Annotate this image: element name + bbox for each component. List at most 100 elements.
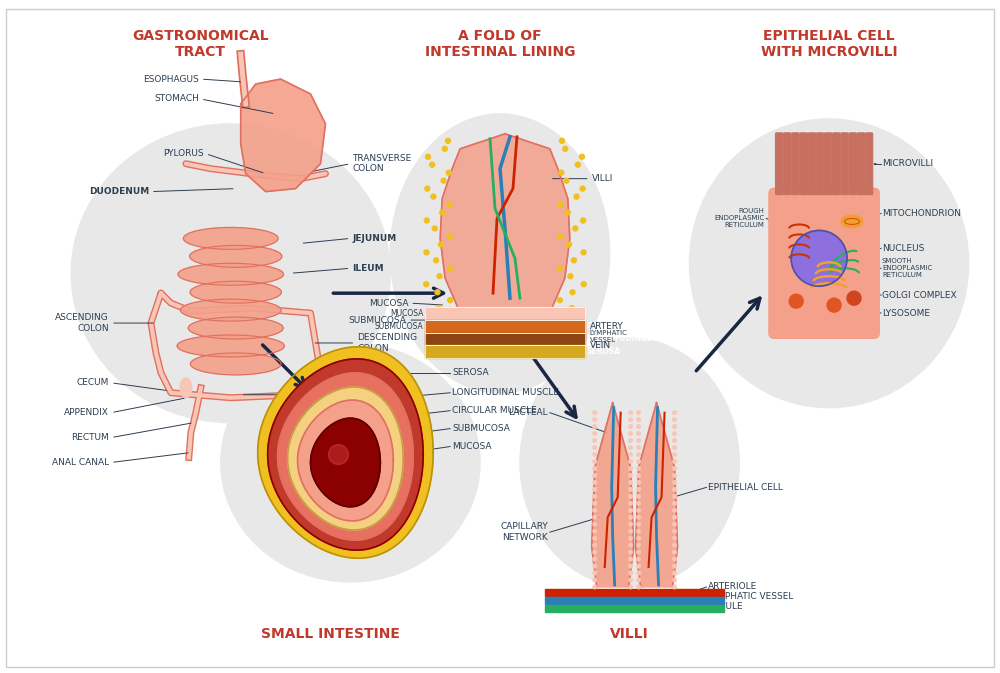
Text: ANAL CANAL: ANAL CANAL	[52, 458, 109, 467]
Ellipse shape	[520, 338, 739, 587]
Circle shape	[567, 242, 572, 247]
Ellipse shape	[328, 445, 348, 464]
Circle shape	[438, 242, 443, 247]
Text: SUBMUCOSA: SUBMUCOSA	[452, 424, 510, 433]
FancyBboxPatch shape	[857, 133, 865, 194]
Circle shape	[593, 425, 597, 429]
Text: ASCENDING
COLON: ASCENDING COLON	[55, 314, 109, 332]
Polygon shape	[241, 79, 325, 192]
Polygon shape	[311, 418, 380, 507]
Circle shape	[636, 494, 641, 499]
FancyBboxPatch shape	[865, 133, 873, 194]
Circle shape	[628, 446, 633, 450]
Circle shape	[593, 494, 597, 499]
Text: PYLORUS: PYLORUS	[163, 149, 204, 158]
Ellipse shape	[186, 353, 285, 375]
Circle shape	[672, 425, 677, 429]
Text: NUCLEUS: NUCLEUS	[882, 244, 924, 253]
Circle shape	[628, 550, 633, 555]
Circle shape	[558, 234, 563, 239]
Text: MITOCHONDRION: MITOCHONDRION	[882, 209, 961, 218]
Text: VEIN: VEIN	[590, 341, 611, 351]
Circle shape	[628, 473, 633, 478]
FancyBboxPatch shape	[824, 133, 832, 194]
Circle shape	[424, 282, 429, 287]
Circle shape	[672, 522, 677, 526]
Circle shape	[593, 487, 597, 491]
Circle shape	[593, 417, 597, 422]
Ellipse shape	[180, 378, 192, 398]
Circle shape	[672, 494, 677, 499]
Bar	[545, 598, 724, 604]
Circle shape	[424, 218, 429, 223]
Text: DESCENDING
COLON: DESCENDING COLON	[357, 333, 418, 353]
Text: LYSOSOME: LYSOSOME	[882, 309, 930, 318]
Text: APPENDIX: APPENDIX	[64, 409, 109, 417]
Circle shape	[827, 298, 841, 312]
Text: LYMPHATIC VESSEL: LYMPHATIC VESSEL	[708, 592, 794, 602]
Circle shape	[581, 218, 586, 223]
Text: SEROSA: SEROSA	[452, 368, 489, 378]
Circle shape	[565, 210, 570, 215]
Circle shape	[672, 459, 677, 464]
Text: ROUGH
ENDOPLASMIC
RETICULUM: ROUGH ENDOPLASMIC RETICULUM	[714, 209, 764, 229]
Bar	[545, 606, 724, 612]
Circle shape	[672, 550, 677, 555]
Text: EPITHELIAL CELL: EPITHELIAL CELL	[708, 483, 783, 492]
Circle shape	[425, 186, 430, 191]
Circle shape	[579, 154, 584, 160]
Circle shape	[593, 550, 597, 555]
Circle shape	[593, 529, 597, 534]
Circle shape	[791, 230, 847, 286]
Circle shape	[636, 431, 641, 436]
Circle shape	[574, 194, 579, 199]
Circle shape	[593, 501, 597, 505]
Circle shape	[628, 543, 633, 547]
FancyBboxPatch shape	[833, 133, 840, 194]
Circle shape	[628, 564, 633, 568]
Circle shape	[436, 306, 441, 311]
Circle shape	[563, 146, 568, 151]
Circle shape	[628, 438, 633, 443]
Ellipse shape	[221, 343, 480, 582]
Circle shape	[636, 564, 641, 568]
Circle shape	[432, 226, 437, 231]
Text: CIRCULAR MUSCLE: CIRCULAR MUSCLE	[587, 322, 667, 330]
Circle shape	[571, 258, 576, 262]
Circle shape	[628, 466, 633, 470]
Text: ARTERY: ARTERY	[590, 322, 624, 330]
Circle shape	[672, 417, 677, 422]
Polygon shape	[288, 387, 403, 530]
Ellipse shape	[184, 281, 288, 303]
Circle shape	[672, 487, 677, 491]
Circle shape	[636, 481, 641, 485]
Circle shape	[672, 431, 677, 436]
Text: CECUM: CECUM	[77, 378, 109, 387]
Circle shape	[593, 481, 597, 485]
Circle shape	[636, 487, 641, 491]
Circle shape	[593, 585, 597, 589]
Circle shape	[435, 289, 440, 295]
Text: MUCOSA: MUCOSA	[390, 309, 423, 318]
Text: RECTUM: RECTUM	[71, 433, 109, 442]
Polygon shape	[592, 402, 634, 587]
Circle shape	[434, 258, 439, 262]
Circle shape	[447, 202, 452, 207]
FancyBboxPatch shape	[425, 332, 585, 345]
Circle shape	[636, 578, 641, 582]
Text: MUCOSA: MUCOSA	[452, 442, 492, 451]
Circle shape	[628, 522, 633, 526]
Polygon shape	[298, 400, 393, 521]
FancyBboxPatch shape	[800, 133, 807, 194]
Text: EPITHELIAL CELL
WITH MICROVILLI: EPITHELIAL CELL WITH MICROVILLI	[761, 29, 897, 59]
Circle shape	[593, 515, 597, 520]
Circle shape	[628, 515, 633, 520]
Circle shape	[628, 481, 633, 485]
Circle shape	[636, 529, 641, 534]
Circle shape	[564, 178, 569, 183]
Circle shape	[593, 466, 597, 470]
FancyBboxPatch shape	[849, 133, 856, 194]
Circle shape	[593, 508, 597, 512]
Circle shape	[593, 431, 597, 436]
Circle shape	[628, 425, 633, 429]
